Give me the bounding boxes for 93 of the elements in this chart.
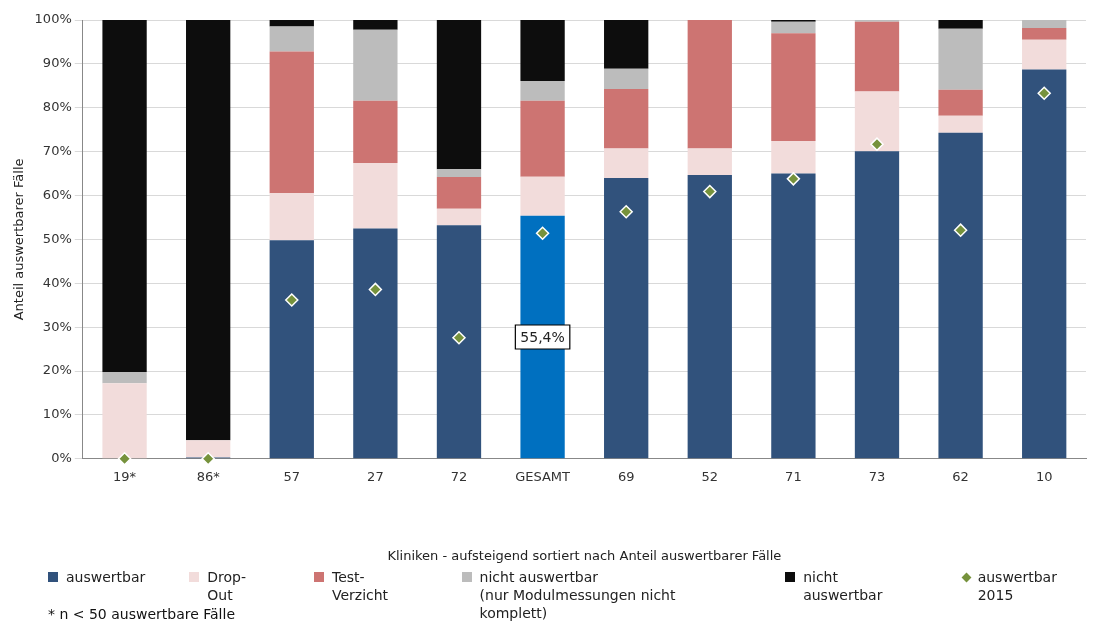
bar xyxy=(854,151,900,459)
bar xyxy=(604,88,649,149)
point xyxy=(452,330,466,345)
x-tick-label: 57 xyxy=(283,468,301,484)
legend-label: auswertbar xyxy=(66,568,146,586)
bar xyxy=(269,240,314,459)
y-axis-title: Anteil auswertbarer Fälle xyxy=(11,158,27,321)
y-tick-label: 30% xyxy=(42,318,72,334)
x-tick-label: 86* xyxy=(196,468,221,484)
bar xyxy=(604,148,649,178)
x-tick-label: 62 xyxy=(952,468,969,484)
legend-label: nicht auswertbar xyxy=(803,568,884,604)
x-tick-label: 73 xyxy=(868,468,886,484)
bar xyxy=(269,51,314,194)
bar xyxy=(938,28,983,90)
bar xyxy=(353,29,398,101)
x-tick-label: 69 xyxy=(617,468,635,484)
point xyxy=(953,223,968,237)
y-tick-label: 40% xyxy=(42,274,72,290)
legend-label: nicht auswertbar (nur Modulmessungen nicht komplett) xyxy=(479,568,677,622)
bar xyxy=(102,371,147,384)
x-tick-label: 72 xyxy=(450,468,468,484)
bar xyxy=(520,176,565,216)
point xyxy=(786,172,801,186)
bar xyxy=(938,115,983,133)
legend-label: auswertbar 2015 xyxy=(977,568,1058,604)
bar xyxy=(436,169,482,178)
text: * n < 50 auswertbare Fälle xyxy=(48,606,235,622)
y-tick-label: 60% xyxy=(42,186,72,202)
bar xyxy=(269,26,314,52)
bar xyxy=(186,440,231,458)
data-label: 55,4% xyxy=(520,328,565,345)
bar xyxy=(520,20,565,81)
y-tick-label: 80% xyxy=(42,99,72,115)
bar xyxy=(436,208,482,226)
bar xyxy=(771,33,816,142)
bar xyxy=(353,228,398,459)
x-tick-label: GESAMT xyxy=(515,468,571,484)
bar xyxy=(436,20,482,170)
bar xyxy=(938,132,983,459)
bar xyxy=(520,80,565,101)
point xyxy=(703,184,717,199)
bar xyxy=(604,177,649,459)
point xyxy=(368,282,383,297)
bar xyxy=(102,383,147,459)
x-tick-label: 19* xyxy=(113,468,137,484)
point xyxy=(1037,86,1051,101)
point xyxy=(619,205,633,219)
point xyxy=(870,137,884,151)
x-tick-label: 27 xyxy=(367,468,384,484)
bar xyxy=(520,100,565,177)
bar xyxy=(186,20,231,441)
x-tick-label: 71 xyxy=(785,468,802,484)
y-tick-label: 50% xyxy=(42,230,72,246)
bar xyxy=(353,100,398,164)
bar xyxy=(938,20,983,29)
point xyxy=(201,452,215,466)
bar xyxy=(353,20,398,30)
x-tick-label: 52 xyxy=(701,468,719,484)
bar xyxy=(938,89,983,116)
bar xyxy=(854,21,900,92)
bar xyxy=(436,225,482,459)
x-axis-title: Kliniken - aufsteigend sortiert nach Anteil auswertbarer Fälle xyxy=(387,547,782,563)
y-tick-label: 0% xyxy=(51,450,72,466)
bar xyxy=(1022,27,1067,40)
legend-label: Test-Verzicht xyxy=(331,568,390,604)
legend-label: Drop-Out xyxy=(207,568,247,604)
y-tick-label: 100% xyxy=(34,11,72,27)
bar xyxy=(771,21,816,34)
point xyxy=(117,452,132,466)
bar xyxy=(269,193,314,241)
point xyxy=(285,293,299,307)
bar xyxy=(436,177,482,209)
bar xyxy=(604,20,649,69)
bar xyxy=(1022,39,1067,70)
bar xyxy=(102,20,147,372)
bar xyxy=(854,91,900,152)
bar xyxy=(687,20,732,149)
bar xyxy=(687,148,732,175)
bar xyxy=(1022,69,1067,459)
y-tick-label: 20% xyxy=(42,362,72,378)
bar xyxy=(353,163,398,229)
bar xyxy=(1022,20,1067,28)
bar xyxy=(604,68,649,89)
bar xyxy=(771,173,816,459)
bar xyxy=(771,141,816,174)
bar xyxy=(269,20,314,27)
x-tick-label: 10 xyxy=(1035,468,1053,484)
y-tick-label: 70% xyxy=(42,143,72,159)
y-tick-label: 90% xyxy=(42,55,72,71)
point xyxy=(535,226,550,241)
bar xyxy=(687,174,732,459)
y-tick-label: 10% xyxy=(42,406,72,422)
